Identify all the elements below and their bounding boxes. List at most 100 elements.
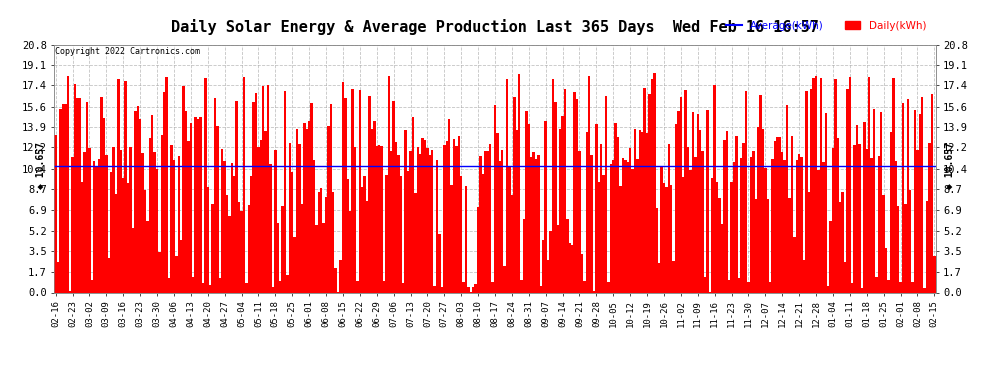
Bar	[573, 92, 576, 292]
Bar	[607, 282, 610, 292]
Bar	[303, 123, 306, 292]
Bar	[422, 138, 424, 292]
Bar	[122, 178, 125, 292]
Bar	[605, 96, 607, 292]
Bar	[853, 145, 856, 292]
Bar	[912, 282, 914, 292]
Bar	[83, 152, 86, 292]
Bar	[803, 260, 805, 292]
Bar	[224, 161, 226, 292]
Bar	[190, 123, 192, 292]
Bar	[180, 240, 182, 292]
Bar	[276, 224, 279, 292]
Bar	[390, 152, 392, 292]
Bar	[71, 158, 74, 292]
Bar	[639, 130, 642, 292]
Bar	[615, 123, 617, 292]
Bar	[634, 129, 637, 292]
Bar	[571, 245, 573, 292]
Bar	[506, 79, 508, 292]
Bar	[108, 258, 110, 292]
Bar	[890, 132, 892, 292]
Bar	[177, 156, 180, 292]
Bar	[313, 160, 315, 292]
Bar	[701, 151, 704, 292]
Bar	[897, 206, 899, 292]
Bar	[320, 188, 323, 292]
Bar	[870, 158, 873, 292]
Bar	[409, 151, 412, 292]
Bar	[598, 182, 600, 292]
Bar	[926, 201, 929, 292]
Bar	[711, 178, 714, 292]
Bar	[293, 237, 296, 292]
Bar	[446, 141, 447, 292]
Bar	[175, 256, 177, 292]
Bar	[148, 138, 151, 292]
Bar	[56, 262, 59, 292]
Bar	[66, 76, 69, 292]
Bar	[252, 102, 254, 292]
Bar	[233, 176, 236, 292]
Bar	[747, 282, 749, 292]
Bar	[827, 286, 830, 292]
Bar	[648, 94, 650, 292]
Bar	[568, 243, 571, 292]
Bar	[684, 90, 687, 292]
Bar	[238, 202, 241, 292]
Bar	[929, 143, 931, 292]
Bar	[885, 248, 887, 292]
Bar	[93, 162, 95, 292]
Bar	[808, 192, 810, 292]
Bar	[793, 237, 796, 292]
Bar	[424, 140, 427, 292]
Bar	[776, 136, 779, 292]
Bar	[74, 84, 76, 292]
Bar	[563, 89, 566, 292]
Bar	[153, 153, 155, 292]
Bar	[887, 280, 890, 292]
Bar	[692, 112, 694, 292]
Bar	[373, 121, 375, 292]
Bar	[306, 129, 308, 292]
Bar	[581, 254, 583, 292]
Bar	[486, 151, 489, 292]
Bar	[120, 150, 122, 292]
Bar	[706, 110, 709, 292]
Bar	[323, 223, 325, 292]
Bar	[211, 204, 214, 292]
Bar	[837, 138, 839, 292]
Bar	[132, 228, 134, 292]
Bar	[429, 155, 431, 292]
Bar	[151, 115, 153, 292]
Bar	[902, 103, 904, 292]
Bar	[528, 124, 530, 292]
Bar	[318, 192, 320, 292]
Bar	[675, 124, 677, 292]
Bar	[436, 160, 439, 292]
Bar	[742, 143, 744, 292]
Bar	[877, 156, 880, 292]
Bar	[353, 147, 356, 292]
Bar	[267, 84, 269, 292]
Bar	[752, 151, 754, 292]
Bar	[588, 76, 590, 292]
Bar	[642, 132, 644, 292]
Bar	[559, 129, 561, 292]
Bar	[358, 90, 361, 292]
Bar	[549, 231, 551, 292]
Bar	[69, 291, 71, 292]
Bar	[441, 287, 444, 292]
Bar	[655, 208, 658, 292]
Text: Daily Solar Energy & Average Production Last 365 Days  Wed Feb 16 16:57: Daily Solar Energy & Average Production …	[171, 19, 819, 35]
Bar	[368, 96, 370, 292]
Bar	[689, 170, 692, 292]
Bar	[644, 88, 645, 292]
Bar	[677, 111, 680, 292]
Bar	[662, 183, 665, 292]
Bar	[744, 91, 747, 292]
Bar	[533, 152, 535, 292]
Bar	[858, 144, 860, 292]
Bar	[699, 130, 701, 292]
Bar	[728, 280, 731, 292]
